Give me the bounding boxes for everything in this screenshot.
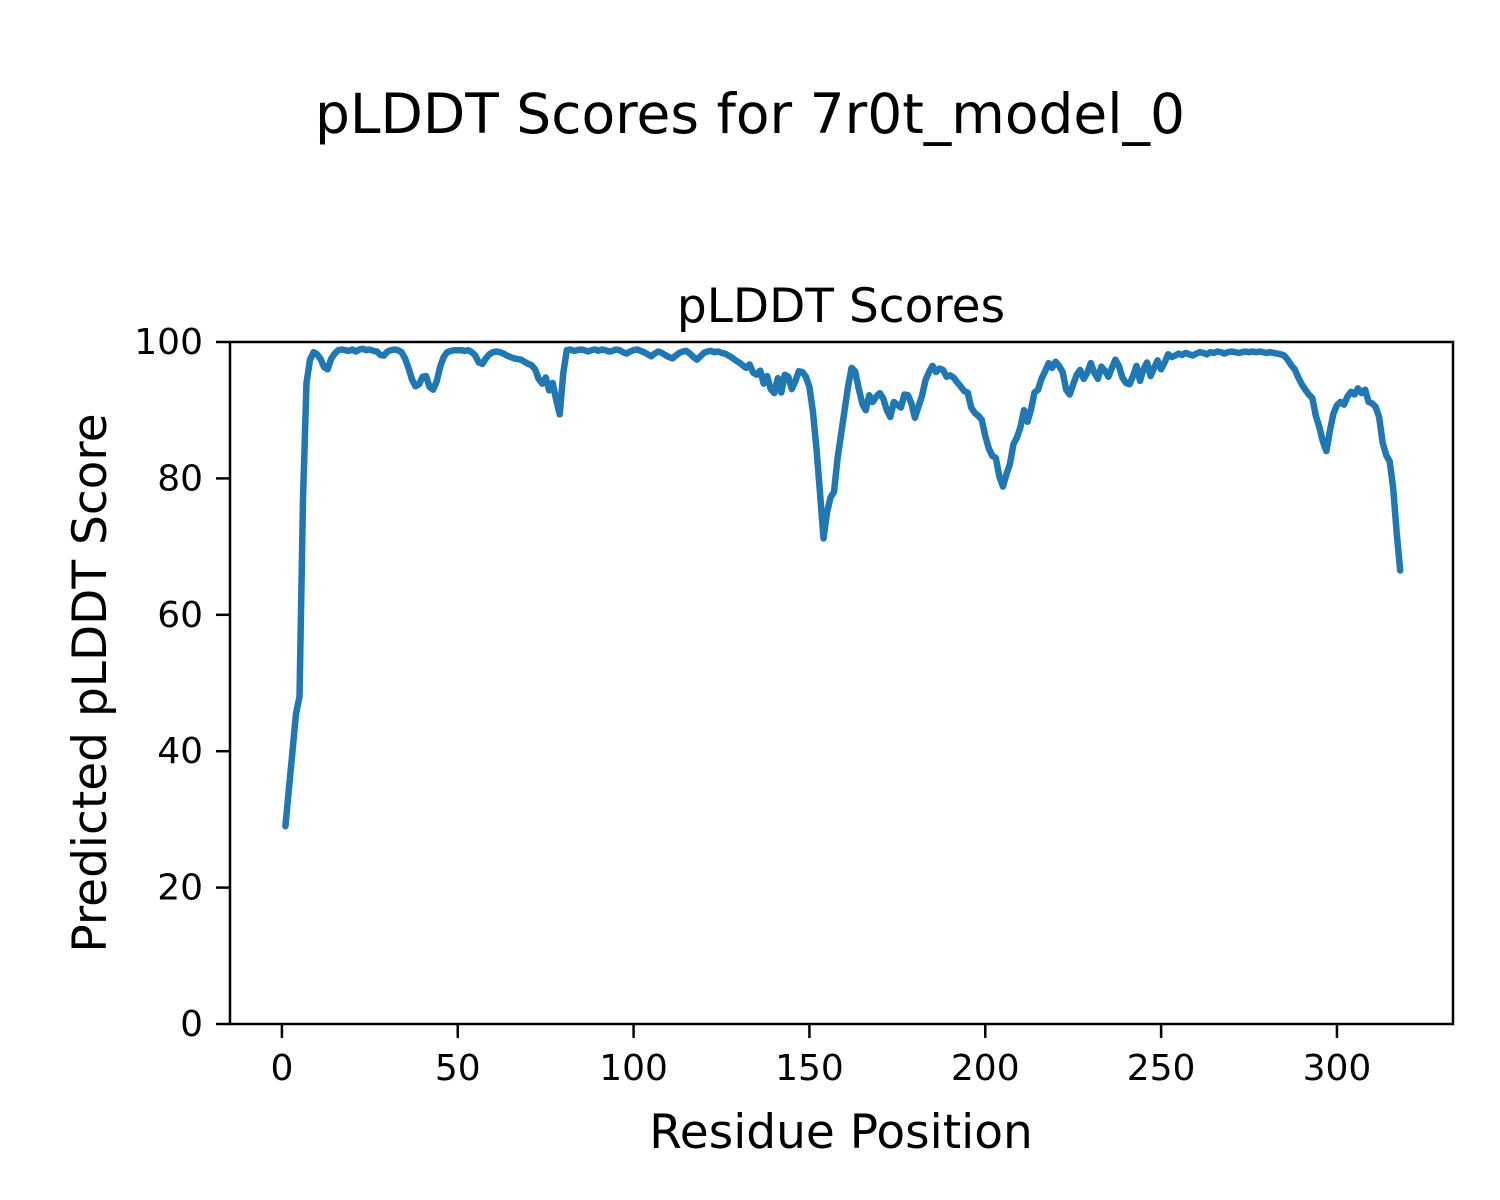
x-tick-label: 200 — [951, 1048, 1020, 1089]
y-tick-label: 40 — [157, 731, 203, 772]
y-tick-label: 80 — [157, 458, 203, 499]
x-tick-label: 150 — [775, 1048, 844, 1089]
x-tick-label: 100 — [599, 1048, 668, 1089]
y-tick-label: 0 — [180, 1004, 203, 1045]
x-axis-ticks: 0 50 100 150 200 250 300 — [270, 1024, 1371, 1089]
y-tick-label: 20 — [157, 868, 203, 909]
x-tick-label: 250 — [1127, 1048, 1196, 1089]
y-axis-ticks: 0 20 40 60 80 100 — [134, 322, 230, 1045]
y-tick-label: 100 — [134, 322, 203, 363]
y-axis-label: Predicted pLDDT Score — [63, 413, 118, 952]
x-tick-label: 50 — [435, 1048, 481, 1089]
axes-title: pLDDT Scores — [677, 279, 1005, 334]
x-tick-label: 0 — [270, 1048, 293, 1089]
x-axis-label: Residue Position — [649, 1105, 1032, 1160]
y-tick-label: 60 — [157, 595, 203, 636]
axes-frame — [228, 340, 1455, 1026]
figure-suptitle: pLDDT Scores for 7r0t_model_0 — [315, 82, 1185, 146]
plddt-series-line — [282, 345, 1404, 830]
x-tick-label: 300 — [1303, 1048, 1372, 1089]
